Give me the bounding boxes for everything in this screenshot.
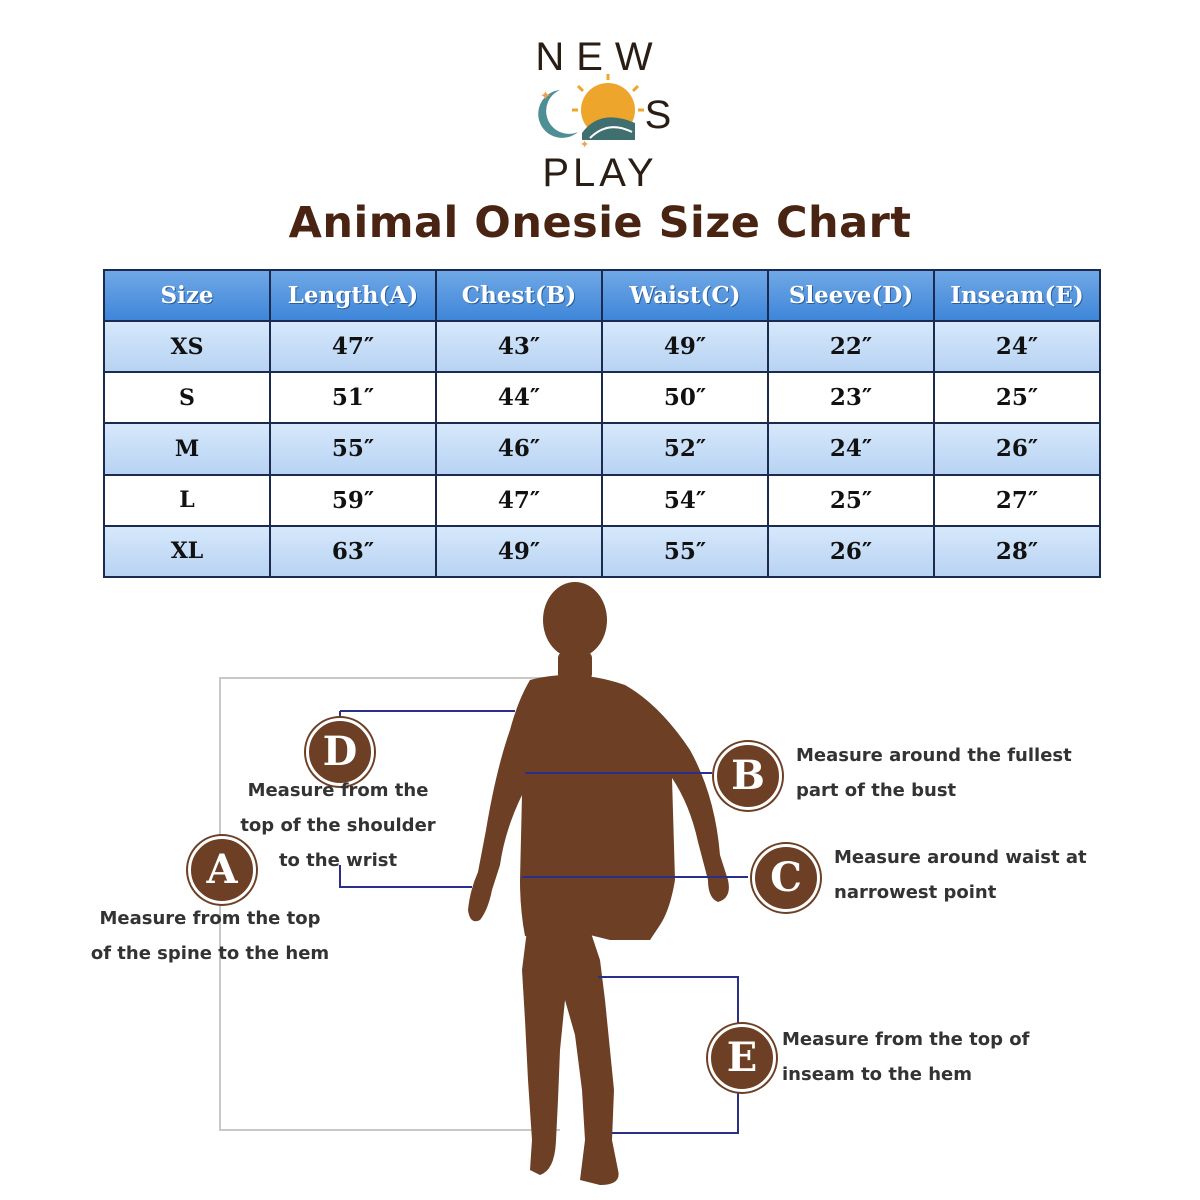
description-a: Measure from the top of the spine to the… xyxy=(70,901,350,971)
description-c-line: Measure around waist at xyxy=(834,847,1087,868)
brand-logo: NEW ✦ ✦ S PLAY xyxy=(535,35,672,193)
header-length: Length(A) xyxy=(269,269,437,322)
header-chest: Chest(B) xyxy=(435,269,603,322)
svg-text:✦: ✦ xyxy=(540,89,551,104)
table-cell: 47″ xyxy=(435,473,603,527)
header-size: Size xyxy=(103,269,271,322)
logo-text-play: PLAY xyxy=(542,151,657,193)
svg-text:✦: ✦ xyxy=(580,138,589,151)
table-row: L 59″ 47″ 54″ 25″ 27″ xyxy=(103,473,1101,527)
description-d: Measure from the top of the shoulder to … xyxy=(228,773,448,878)
measurement-diagram xyxy=(219,582,748,1185)
header-waist: Waist(C) xyxy=(601,269,769,322)
table-row: XL 63″ 49″ 55″ 26″ 28″ xyxy=(103,524,1101,579)
table-cell: M xyxy=(103,422,271,476)
table-cell: 25″ xyxy=(933,371,1101,425)
marker-a-icon: A xyxy=(188,836,256,904)
table-cell: XL xyxy=(103,524,271,579)
table-cell: 24″ xyxy=(767,422,935,476)
table-cell: 25″ xyxy=(767,473,935,527)
page-title: Animal Onesie Size Chart xyxy=(288,198,912,248)
description-a-line: Measure from the top xyxy=(99,908,321,929)
description-d-line: to the wrist xyxy=(278,850,398,871)
table-cell: 27″ xyxy=(933,473,1101,527)
inseam-guide-line xyxy=(598,976,739,1134)
table-cell: 63″ xyxy=(269,524,437,579)
table-cell: 22″ xyxy=(767,319,935,374)
table-cell: 52″ xyxy=(601,422,769,476)
description-b-line: part of the bust xyxy=(796,780,957,801)
table-cell: XS xyxy=(103,319,271,374)
description-e-line: Measure from the top of xyxy=(782,1029,1030,1050)
header-inseam: Inseam(E) xyxy=(933,269,1101,322)
table-cell: 50″ xyxy=(601,371,769,425)
table-cell: 49″ xyxy=(435,524,603,579)
logo-text-new: NEW xyxy=(535,35,664,79)
table-cell: 47″ xyxy=(269,319,437,374)
description-d-line: top of the shoulder xyxy=(240,815,436,836)
marker-e-icon: E xyxy=(708,1024,776,1092)
table-header-row: Size Length(A) Chest(B) Waist(C) Sleeve(… xyxy=(103,269,1101,322)
marker-b-icon: B xyxy=(714,742,782,810)
table-cell: 51″ xyxy=(269,371,437,425)
description-d-line: Measure from the xyxy=(247,780,429,801)
table-cell: 49″ xyxy=(601,319,769,374)
table-cell: L xyxy=(103,473,271,527)
table-cell: 59″ xyxy=(269,473,437,527)
table-row: M 55″ 46″ 52″ 24″ 26″ xyxy=(103,422,1101,476)
logo-text-s: S xyxy=(645,93,672,137)
table-cell: 55″ xyxy=(269,422,437,476)
length-guide-line xyxy=(219,677,560,1131)
table-cell: 28″ xyxy=(933,524,1101,579)
description-b-line: Measure around the fullest xyxy=(796,745,1072,766)
description-e-line: inseam to the hem xyxy=(782,1064,972,1085)
description-e: Measure from the top of inseam to the he… xyxy=(782,1022,1082,1092)
description-c: Measure around waist at narrowest point xyxy=(834,840,1154,910)
table-cell: 26″ xyxy=(767,524,935,579)
moon-icon: ✦ ✦ xyxy=(538,89,589,151)
table-cell: S xyxy=(103,371,271,425)
description-a-line: of the spine to the hem xyxy=(90,943,330,964)
table-cell: 24″ xyxy=(933,319,1101,374)
table-cell: 23″ xyxy=(767,371,935,425)
table-cell: 43″ xyxy=(435,319,603,374)
marker-d-icon: D xyxy=(306,718,374,786)
person-silhouette-icon xyxy=(468,582,729,1185)
table-cell: 26″ xyxy=(933,422,1101,476)
marker-c-icon: C xyxy=(752,844,820,912)
description-b: Measure around the fullest part of the b… xyxy=(796,738,1126,808)
size-table: Size Length(A) Chest(B) Waist(C) Sleeve(… xyxy=(103,269,1101,579)
table-row: XS 47″ 43″ 49″ 22″ 24″ xyxy=(103,319,1101,374)
table-cell: 44″ xyxy=(435,371,603,425)
header-sleeve: Sleeve(D) xyxy=(767,269,935,322)
table-cell: 54″ xyxy=(601,473,769,527)
table-cell: 46″ xyxy=(435,422,603,476)
sun-icon xyxy=(572,74,644,140)
table-cell: 55″ xyxy=(601,524,769,579)
description-c-line: narrowest point xyxy=(834,882,997,903)
table-row: S 51″ 44″ 50″ 23″ 25″ xyxy=(103,371,1101,425)
